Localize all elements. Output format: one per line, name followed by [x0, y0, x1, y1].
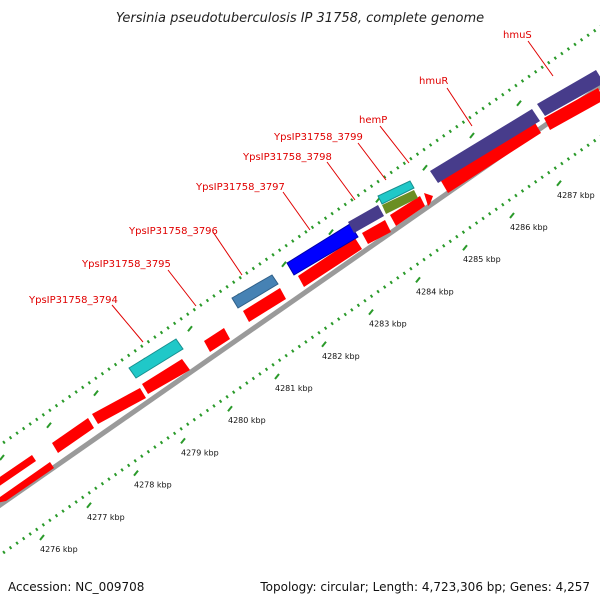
scale-label: 4286 kbp [510, 223, 548, 232]
cds-feature [424, 193, 433, 206]
gene-label-3794: YpsIP31758_3794 [28, 295, 118, 306]
feature-hemp [382, 190, 418, 214]
cds-feature [92, 388, 146, 424]
feature-3796 [231, 274, 279, 309]
accession-text: Accession: NC_009708 [8, 580, 145, 594]
gene-label-hmus: hmuS [503, 30, 532, 41]
scale-label: 4283 kbp [369, 320, 407, 329]
feature-3798 [348, 205, 384, 233]
major-tick [422, 164, 428, 171]
major-tick [187, 325, 193, 332]
feature-hmus [537, 70, 600, 116]
major-tick [321, 341, 327, 348]
major-tick [39, 534, 45, 541]
inner-tick-track [0, 135, 600, 557]
gene-label-hmur: hmuR [419, 76, 448, 87]
gene-label-hemp: hemP [359, 115, 387, 126]
major-tick [415, 276, 421, 284]
major-tick [0, 454, 5, 461]
cds-feature [0, 455, 36, 486]
gene-label-3798: YpsIP31758_3798 [242, 152, 332, 163]
cds-feature [441, 121, 541, 193]
major-tick [368, 308, 374, 316]
major-tick [86, 502, 92, 509]
cds-feature [0, 462, 54, 503]
scale-label: 4277 kbp [87, 513, 125, 522]
cds-feature [142, 359, 190, 394]
feature-hmur [430, 109, 540, 183]
feature-3794 [128, 338, 184, 379]
major-tick [133, 469, 139, 477]
genome-summary-text: Topology: circular; Length: 4,723,306 bp… [260, 580, 590, 594]
major-tick [462, 244, 468, 251]
major-tick [328, 228, 334, 236]
gene-label-3797: YpsIP31758_3797 [195, 182, 285, 193]
cds-feature [204, 328, 230, 352]
major-tick [93, 389, 99, 397]
feature-3799 [377, 180, 415, 205]
major-tick [556, 180, 562, 187]
cds-feature [52, 418, 94, 453]
scale-label: 4284 kbp [416, 287, 454, 296]
map-title: Yersinia pseudotuberculosis IP 31758, co… [116, 11, 484, 26]
major-tick [274, 373, 280, 380]
gene-label-3796: YpsIP31758_3796 [128, 226, 218, 237]
scale-label: 4287 kbp [557, 191, 595, 200]
outer-tick-track [0, 25, 600, 447]
major-tick [469, 132, 475, 139]
major-tick [281, 261, 287, 268]
feature-track [0, 70, 600, 503]
scale-label: 4276 kbp [40, 545, 78, 554]
scale-label: 4279 kbp [181, 448, 219, 457]
feature-3797 [286, 223, 359, 276]
scale-label: 4285 kbp [463, 255, 501, 264]
gene-label-3799: YpsIP31758_3799 [273, 132, 363, 143]
major-tick [516, 100, 522, 107]
cds-feature [390, 196, 425, 226]
cds-feature [362, 220, 391, 244]
scale-label: 4280 kbp [228, 416, 266, 425]
major-tick [180, 437, 186, 445]
major-tick [46, 422, 52, 429]
gene-label-3795: YpsIP31758_3795 [81, 259, 171, 270]
cds-feature [243, 288, 286, 322]
cds-feature [298, 238, 362, 287]
scale-labels: 4276 kbp 4277 kbp 4278 kbp 4279 kbp 4280 kbp… [40, 191, 595, 554]
label-callouts [111, 40, 554, 343]
major-tick [509, 212, 515, 219]
scale-label: 4281 kbp [275, 384, 313, 393]
cds-feature [544, 88, 600, 130]
scale-label: 4282 kbp [322, 352, 360, 361]
major-tick [227, 405, 233, 412]
scale-label: 4278 kbp [134, 481, 172, 490]
